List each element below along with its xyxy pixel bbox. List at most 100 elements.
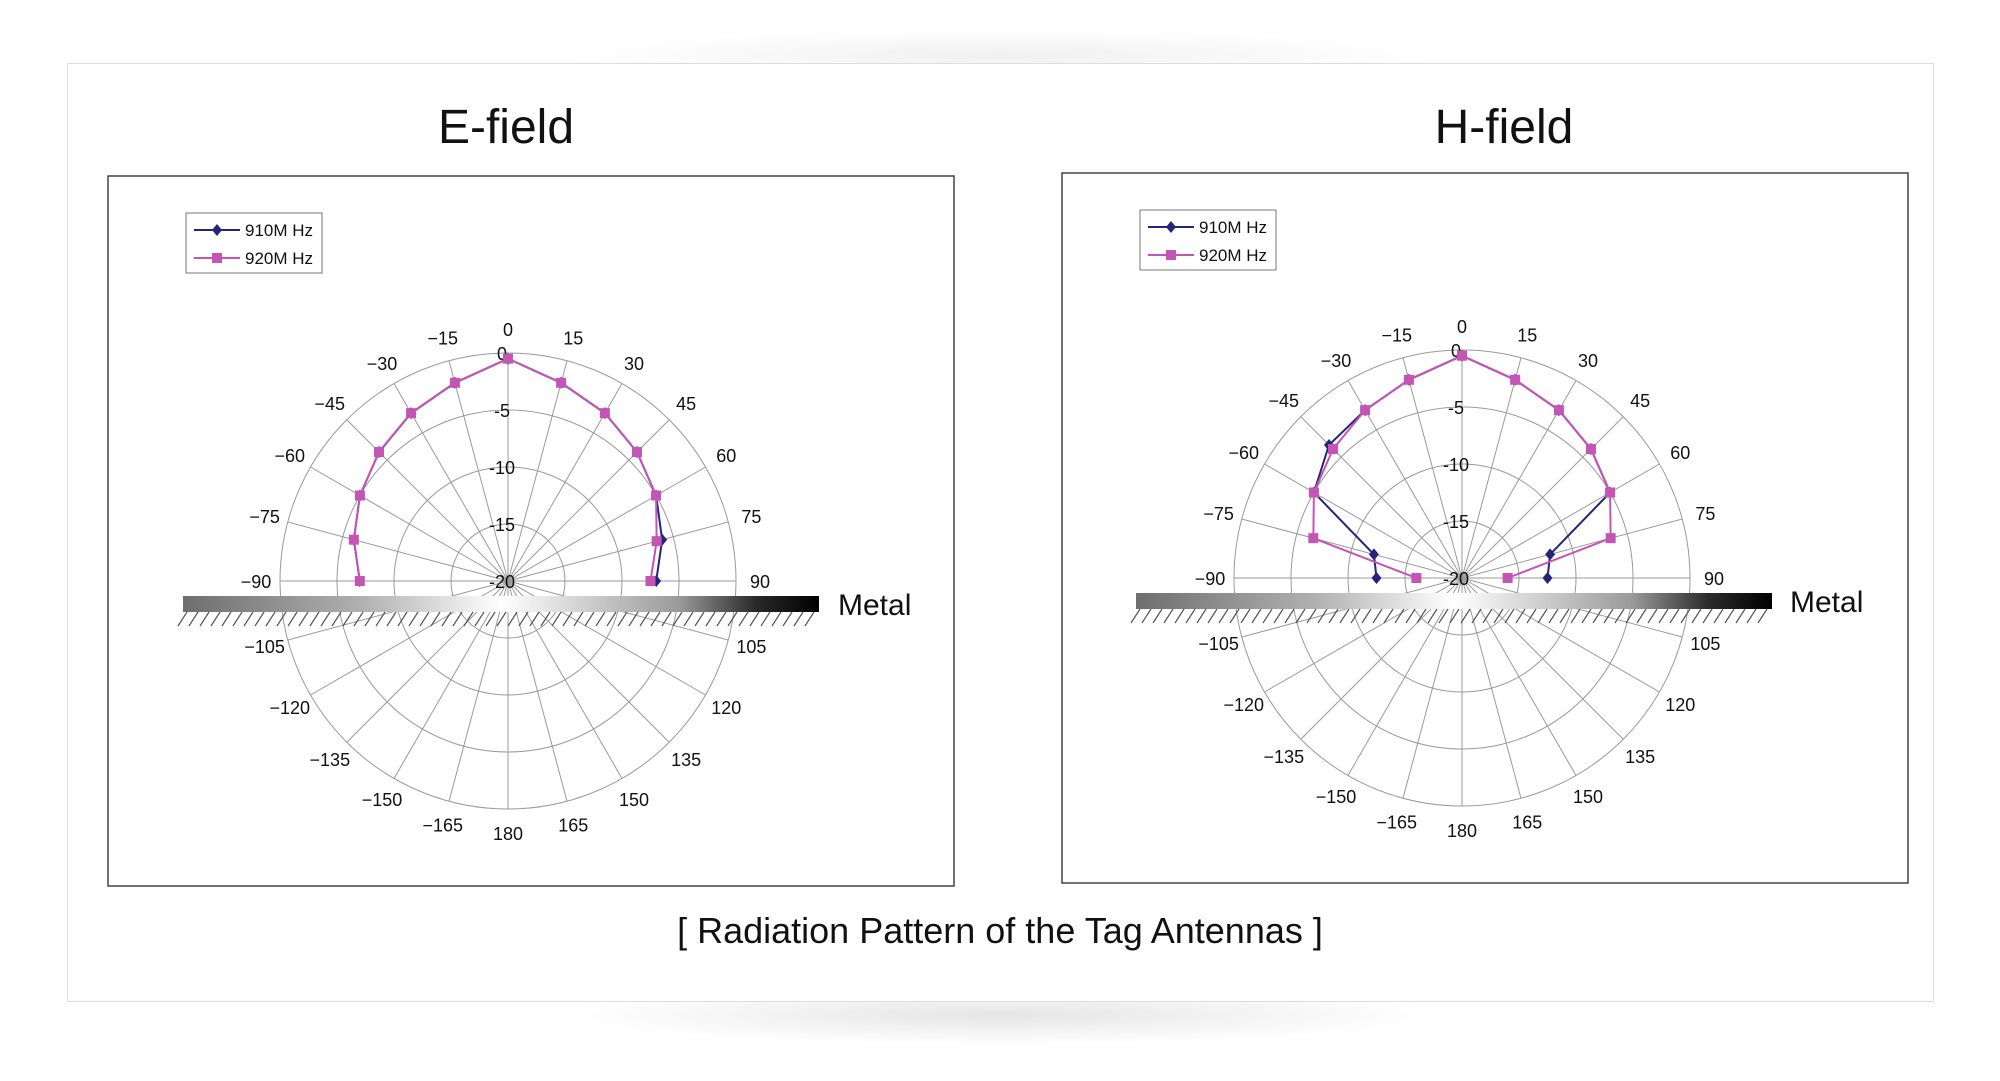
metal-hatch: [1504, 608, 1515, 624]
angle-tick-label: 30: [1578, 351, 1598, 371]
metal-hatch: [353, 611, 364, 627]
metal-hatch: [749, 611, 760, 627]
angle-tick-label: 75: [1695, 504, 1715, 524]
angle-tick-label: 150: [619, 790, 649, 810]
grid-spoke: [1461, 518, 1683, 579]
metal-hatch: [562, 611, 573, 627]
grid-spoke: [448, 580, 509, 802]
angle-tick-label: 135: [1625, 747, 1655, 767]
metal-hatch: [1229, 608, 1240, 624]
metal-hatch: [1570, 608, 1581, 624]
metal-hatch: [793, 611, 804, 627]
metal-hatch: [771, 611, 782, 627]
metal-hatch: [320, 611, 331, 627]
legend-label: 920M Hz: [1199, 246, 1267, 265]
metal-hatch: [507, 611, 518, 627]
metal-hatch: [1537, 608, 1548, 624]
angle-tick-label: 105: [1690, 634, 1720, 654]
metal-hatch: [1669, 608, 1680, 624]
grid-spoke: [1461, 577, 1577, 776]
angle-tick-label: 180: [493, 824, 523, 844]
metal-hatch: [1680, 608, 1691, 624]
metal-hatch: [705, 611, 716, 627]
plot-frame: [1061, 172, 1909, 884]
metal-label: Metal: [838, 589, 911, 622]
metal-hatch: [485, 611, 496, 627]
data-point-920mhz: [651, 536, 662, 547]
metal-hatch: [1174, 608, 1185, 624]
metal-hatch: [672, 611, 683, 627]
legend-box: [1139, 209, 1277, 271]
metal-hatch: [1240, 608, 1251, 624]
metal-hatch: [1460, 608, 1471, 624]
metal-hatch: [1625, 608, 1636, 624]
metal-hatch: [1548, 608, 1559, 624]
metal-hatch: [441, 611, 452, 627]
metal-hatch: [1196, 608, 1207, 624]
metal-hatch: [1185, 608, 1196, 624]
metal-hatch: [595, 611, 606, 627]
data-point-920mhz: [1308, 487, 1319, 498]
metal-hatch: [265, 611, 276, 627]
angle-tick-label: −90: [1195, 569, 1226, 589]
angle-tick-label: −105: [1198, 634, 1239, 654]
angle-tick-label: 45: [1630, 391, 1650, 411]
metal-hatch: [573, 611, 584, 627]
metal-label: Metal: [1790, 586, 1863, 619]
grid-spoke: [1461, 416, 1624, 579]
metal-hatch: [617, 611, 628, 627]
data-point-920mhz: [449, 377, 460, 388]
angle-tick-label: 105: [736, 637, 766, 657]
metal-hatch: [188, 611, 199, 627]
metal-hatch: [1350, 608, 1361, 624]
legend-marker: [1166, 250, 1176, 260]
metal-hatch: [639, 611, 650, 627]
legend-label: 910M Hz: [245, 221, 313, 240]
metal-hatch: [1658, 608, 1669, 624]
data-point-920mhz: [599, 408, 610, 419]
metal-hatch: [1262, 608, 1273, 624]
angle-tick-label: −15: [428, 329, 459, 349]
angle-tick-label: −135: [310, 750, 351, 770]
grid-spoke: [346, 419, 509, 582]
data-point-920mhz: [1585, 444, 1596, 455]
angle-tick-label: 135: [671, 750, 701, 770]
metal-hatch: [232, 611, 243, 627]
grid-spoke: [507, 419, 670, 582]
metal-hatch: [1757, 608, 1768, 624]
grid-spoke: [1461, 357, 1522, 579]
plot-frame: [107, 175, 955, 887]
angle-tick-label: −135: [1264, 747, 1305, 767]
metal-hatch: [199, 611, 210, 627]
metal-hatch: [430, 611, 441, 627]
data-point-920mhz: [1553, 405, 1564, 416]
metal-hatch: [1647, 608, 1658, 624]
legend-marker: [212, 253, 222, 263]
metal-hatch: [529, 611, 540, 627]
data-point-920mhz: [503, 353, 513, 364]
grid-spoke: [507, 466, 706, 582]
grid-spoke: [1402, 357, 1463, 579]
radial-tick-label: 0: [497, 344, 507, 364]
metal-hatch: [1515, 608, 1526, 624]
angle-tick-label: −75: [1203, 504, 1234, 524]
data-point-920mhz: [651, 490, 662, 501]
metal-hatch: [551, 611, 562, 627]
metal-hatch: [727, 611, 738, 627]
metal-hatch: [1493, 608, 1504, 624]
angle-tick-label: 150: [1573, 787, 1603, 807]
metal-hatch: [804, 611, 815, 627]
metal-hatch: [1636, 608, 1647, 624]
data-point-910mhz: [1371, 572, 1382, 584]
metal-hatch: [1394, 608, 1405, 624]
grid-spoke: [507, 580, 568, 802]
metal-hatch: [463, 611, 474, 627]
angle-tick-label: 165: [1512, 812, 1542, 832]
data-point-920mhz: [374, 447, 385, 458]
metal-hatch: [1702, 608, 1713, 624]
radial-tick-label: -5: [494, 401, 510, 421]
angle-tick-label: 60: [1670, 443, 1690, 463]
angle-tick-label: 90: [1704, 569, 1724, 589]
metal-hatch: [1405, 608, 1416, 624]
